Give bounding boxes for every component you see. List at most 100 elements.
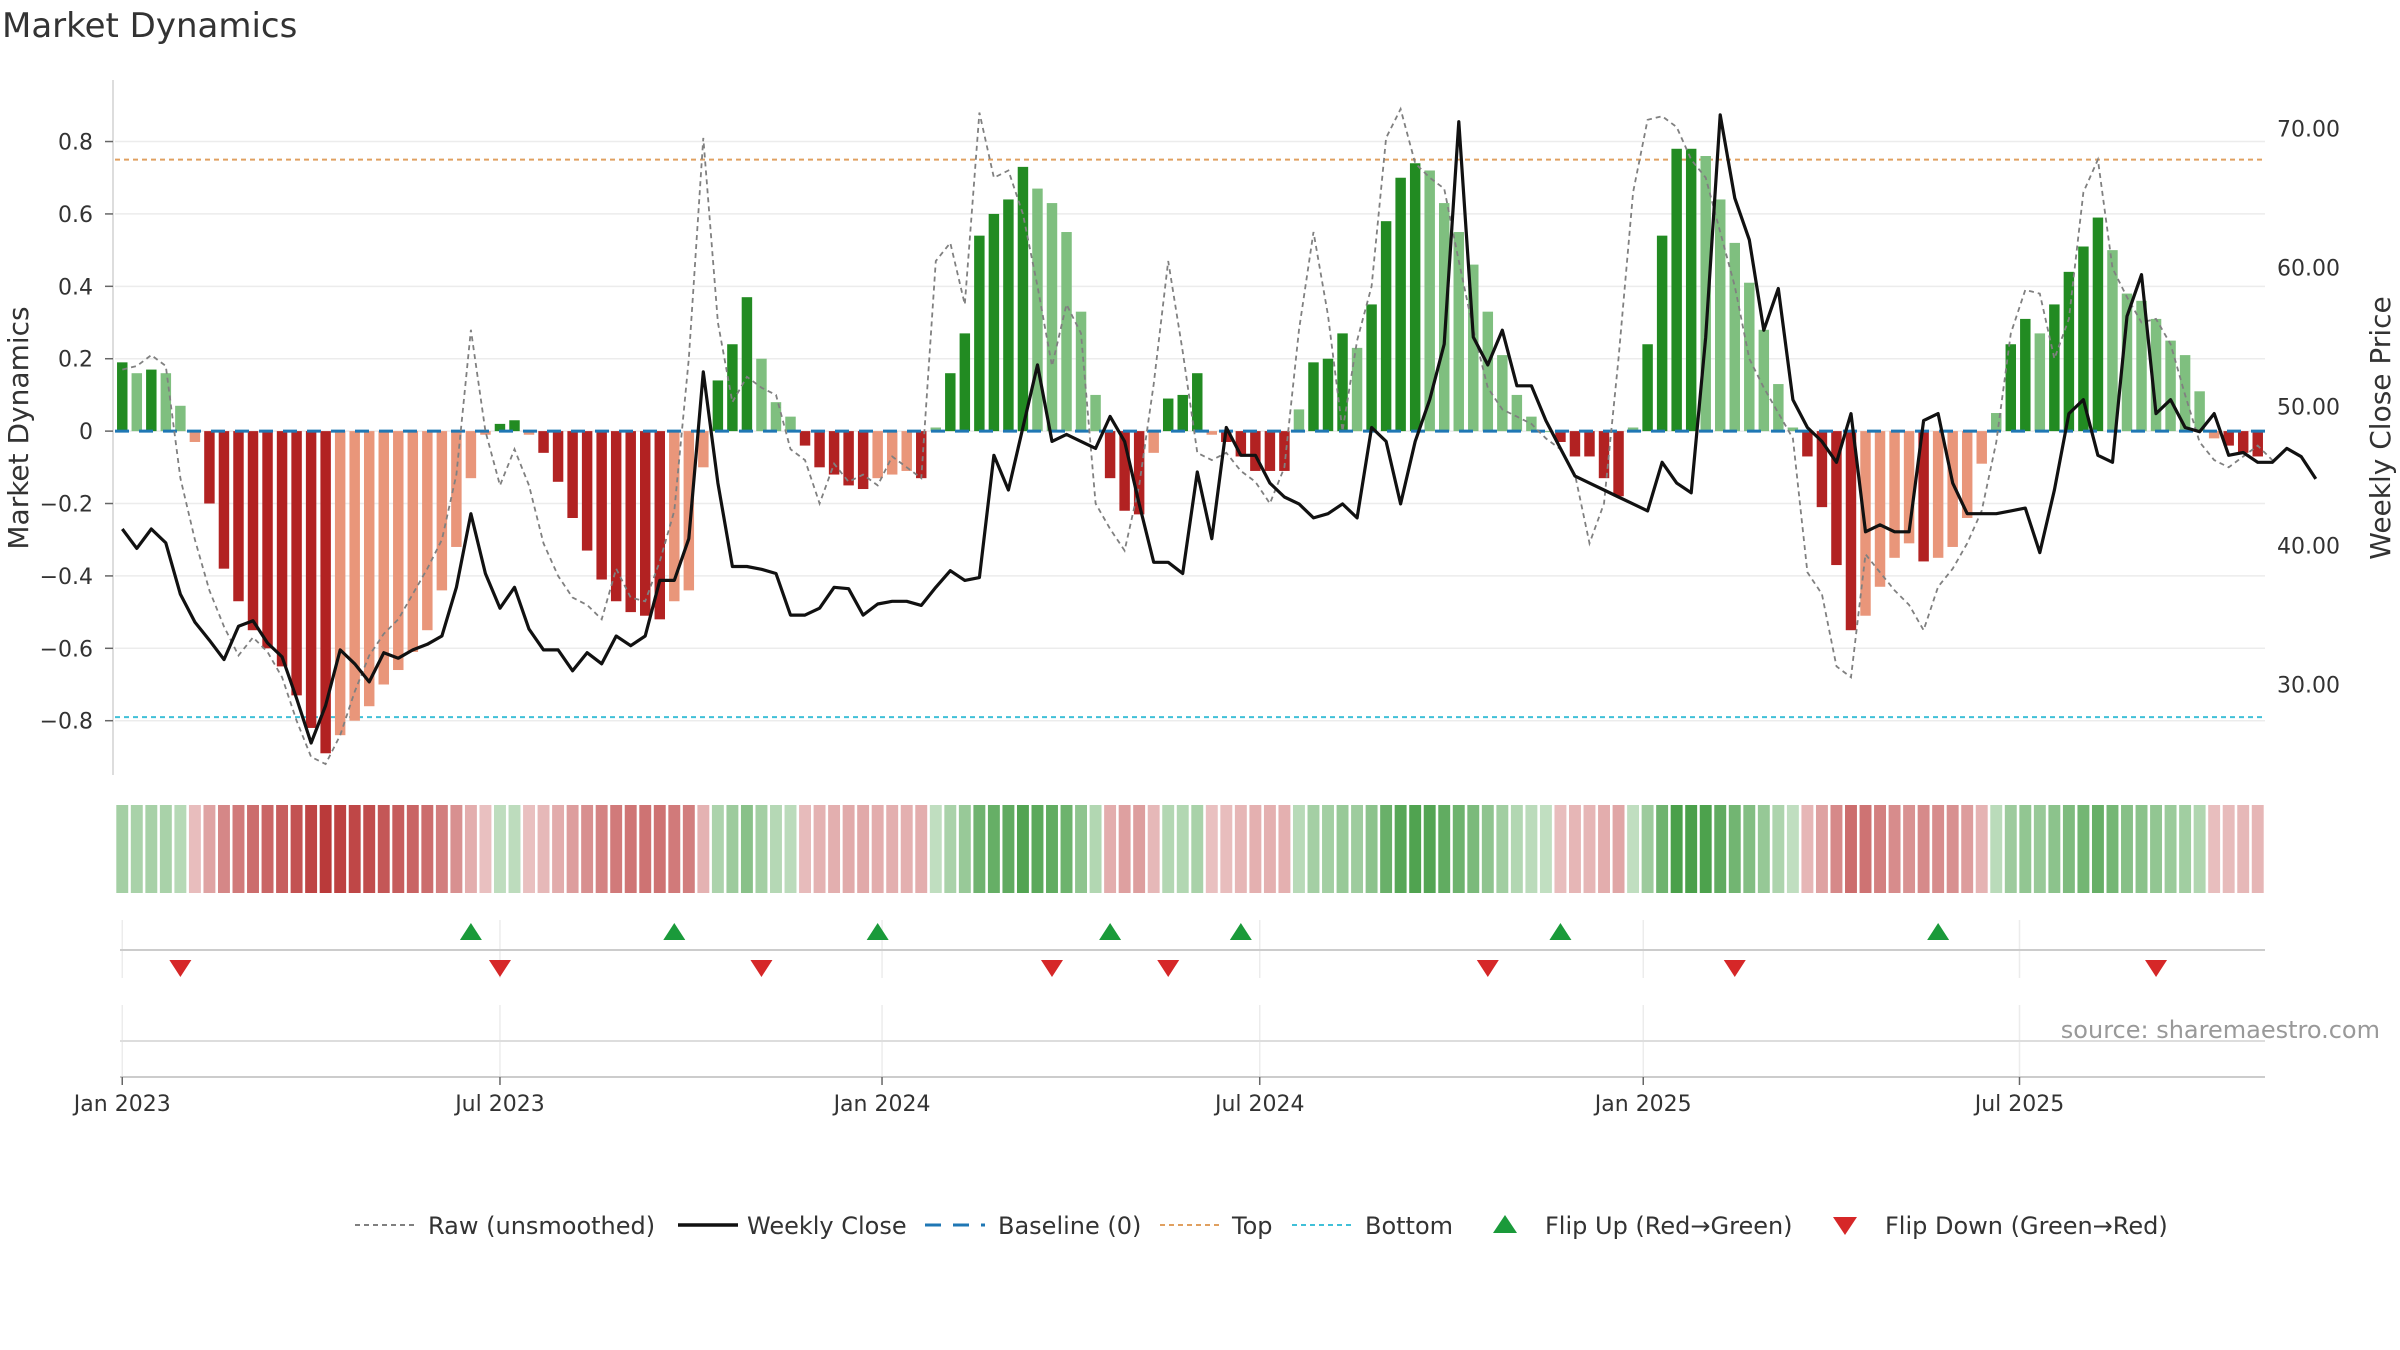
dynamics-bar xyxy=(1613,431,1624,497)
heat-cell xyxy=(479,805,492,893)
heat-cell xyxy=(2019,805,2032,893)
legend-item-top: Top xyxy=(1160,1212,1273,1240)
x-tick-label: Jan 2023 xyxy=(72,1092,171,1117)
dynamics-bar xyxy=(916,431,927,479)
dynamics-bar xyxy=(436,431,448,591)
heat-cell xyxy=(523,805,535,893)
heat-cell xyxy=(1728,805,1741,893)
heat-cell xyxy=(886,805,899,893)
heat-cell xyxy=(668,805,681,893)
dynamics-bar xyxy=(1308,362,1319,432)
x-tick-label: Jul 2025 xyxy=(1973,1092,2065,1117)
dynamics-bar xyxy=(930,427,942,432)
heat-cell xyxy=(595,805,608,893)
heat-cell xyxy=(770,805,782,893)
dynamics-bar xyxy=(1845,431,1857,631)
dynamics-bar xyxy=(988,213,1000,432)
chart-title: Market Dynamics xyxy=(2,6,298,46)
dynamics-bar xyxy=(1264,431,1276,471)
heat-cell xyxy=(799,805,811,893)
heat-cell xyxy=(1874,805,1886,893)
dynamics-bar xyxy=(1003,199,1014,432)
dynamics-bar xyxy=(1119,431,1130,511)
legend-label: Bottom xyxy=(1365,1212,1453,1240)
y2-axis-title: Weekly Close Price xyxy=(2364,296,2397,559)
heat-cell xyxy=(145,805,158,893)
x-tick-label: Jul 2024 xyxy=(1213,1092,1305,1117)
heat-cell xyxy=(1510,805,1523,893)
dynamics-bar xyxy=(1482,311,1494,432)
dynamics-bar xyxy=(1511,394,1523,432)
heat-cell xyxy=(1685,805,1698,893)
legend-label: Weekly Close xyxy=(747,1212,907,1240)
y-tick-label: 0.4 xyxy=(58,275,93,300)
heat-cell xyxy=(813,805,826,893)
dynamics-bar xyxy=(1453,232,1464,432)
dynamics-bar xyxy=(741,297,753,432)
heat-cell xyxy=(1322,805,1334,893)
dynamics-bar xyxy=(1889,431,1900,558)
dynamics-bar xyxy=(1758,329,1770,432)
heat-cell xyxy=(2062,805,2075,893)
dynamics-bar xyxy=(770,402,782,432)
heat-cell xyxy=(421,805,434,893)
heat-cell xyxy=(2106,805,2119,893)
heat-cell xyxy=(1612,805,1625,893)
dynamics-bar xyxy=(1424,170,1435,432)
heat-cell xyxy=(2135,805,2148,893)
dynamics-bar xyxy=(218,431,230,569)
heat-cell xyxy=(1278,805,1291,893)
heat-cell xyxy=(2179,805,2192,893)
heat-cell xyxy=(1496,805,1509,893)
heat-cell xyxy=(1292,805,1305,893)
heat-cell xyxy=(174,805,187,893)
dynamics-bar xyxy=(320,431,331,754)
heat-strip xyxy=(116,805,2264,893)
heat-cell xyxy=(1946,805,1959,893)
dynamics-bar xyxy=(901,431,912,471)
heat-cell xyxy=(1627,805,1640,893)
dynamics-bar xyxy=(1017,166,1029,432)
heat-cell xyxy=(290,805,303,893)
y-tick-label: −0.8 xyxy=(40,710,93,735)
dynamics-bar xyxy=(1337,333,1348,432)
dynamics-bar xyxy=(1366,304,1377,432)
heat-cell xyxy=(581,805,594,893)
heat-cell xyxy=(261,805,274,893)
dynamics-bar xyxy=(1874,431,1886,587)
heat-cell xyxy=(958,805,971,893)
heat-cell xyxy=(1307,805,1320,893)
heat-cell xyxy=(363,805,376,893)
dynamics-bar xyxy=(799,431,811,446)
heat-cell xyxy=(1031,805,1044,893)
heat-cell xyxy=(1351,805,1364,893)
dynamics-bar xyxy=(1976,431,1987,464)
weekly-close-line xyxy=(121,113,2318,745)
dynamics-bar xyxy=(2049,304,2060,432)
legend-label: Top xyxy=(1231,1212,1273,1240)
heat-cell xyxy=(828,805,841,893)
heat-cell xyxy=(1714,805,1727,893)
dynamics-bar xyxy=(1773,384,1784,432)
dynamics-bar xyxy=(1991,413,2002,432)
heat-cell xyxy=(1365,805,1378,893)
dynamics-bar xyxy=(175,405,186,432)
dynamics-bar xyxy=(1468,264,1479,432)
legend-item-baseline: Baseline (0) xyxy=(925,1212,1141,1240)
dynamics-bar xyxy=(886,431,898,475)
y-axis-title: Market Dynamics xyxy=(2,306,35,549)
dynamics-bar xyxy=(1729,242,1740,432)
flip-down-marker xyxy=(1157,960,1180,977)
dynamics-bar xyxy=(1961,431,1973,518)
heat-cell xyxy=(232,805,245,893)
dynamics-bar xyxy=(407,431,419,652)
y2-tick-label: 70.00 xyxy=(2277,118,2340,143)
dynamics-bar xyxy=(363,431,375,707)
dynamics-bar xyxy=(305,431,317,728)
y2-tick-label: 40.00 xyxy=(2277,535,2340,560)
flip-markers-panel xyxy=(120,920,2265,978)
heat-cell xyxy=(130,805,143,893)
heat-cell xyxy=(1147,805,1160,893)
dynamics-bar xyxy=(1540,431,1552,433)
heat-cell xyxy=(116,805,129,893)
